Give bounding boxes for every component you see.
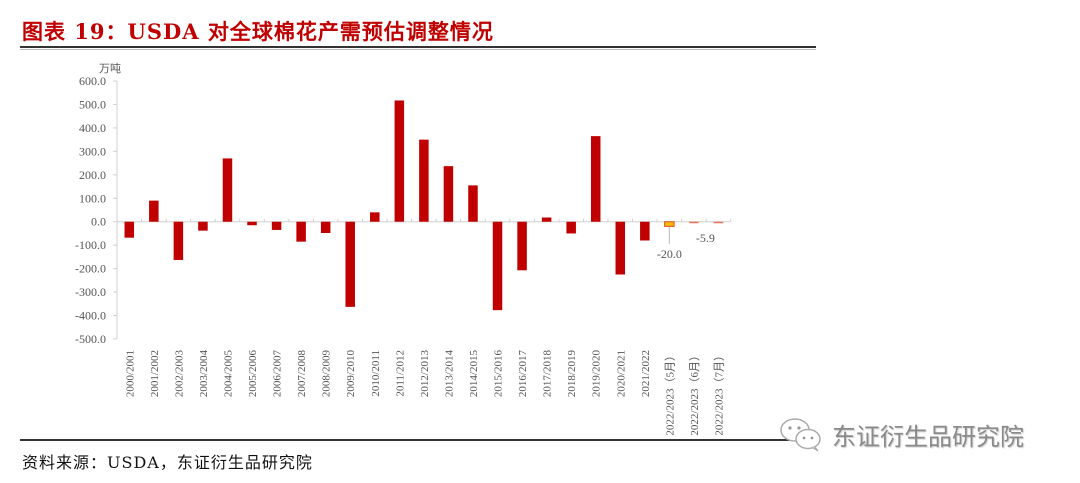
- y-tick-label: -100.0: [75, 238, 106, 252]
- bar: [345, 221, 355, 307]
- y-tick-label: 100.0: [79, 191, 106, 205]
- bottom-rule: [20, 439, 816, 441]
- x-tick-label: 2002/2003: [173, 350, 185, 398]
- bar: [541, 217, 552, 222]
- x-tick-label: 2018/2019: [566, 350, 578, 398]
- x-tick-label: 2004/2005: [222, 350, 234, 398]
- x-tick-label: 2000/2001: [124, 350, 136, 397]
- bar: [566, 221, 576, 234]
- bar: [149, 200, 159, 222]
- x-tick-label: 2005/2006: [247, 350, 259, 398]
- y-tick-label: 300.0: [79, 144, 106, 158]
- y-tick-label: -500.0: [75, 332, 106, 346]
- y-tick-label: 500.0: [79, 97, 106, 111]
- bar: [492, 221, 503, 311]
- y-tick-label: -300.0: [75, 285, 106, 299]
- x-tick-label: 2021/2022: [640, 350, 652, 397]
- bar: [173, 221, 184, 260]
- bar: [370, 212, 380, 222]
- x-tick-label: 2020/2021: [615, 350, 627, 397]
- y-tick-label: 400.0: [79, 121, 106, 135]
- bar: [247, 221, 257, 226]
- x-tick-label: 2015/2016: [493, 350, 505, 398]
- unit-label: 万吨: [99, 62, 121, 75]
- y-tick-label: -200.0: [75, 262, 106, 276]
- top-rule: [20, 46, 816, 48]
- y-tick-label: -400.0: [75, 309, 106, 323]
- top-rule-thin: [20, 49, 816, 50]
- x-tick-label: 2017/2018: [542, 350, 554, 398]
- bar: [296, 221, 306, 242]
- x-tick-label: 2013/2014: [443, 350, 455, 398]
- x-tick-label: 2022/2023（5月）: [663, 350, 676, 436]
- bar: [394, 100, 405, 222]
- y-tick-label: 600.0: [79, 74, 106, 88]
- bar: [419, 139, 429, 222]
- bar: [468, 185, 478, 222]
- bar: [124, 221, 135, 238]
- x-tick-label: 2010/2011: [370, 350, 382, 397]
- watermark-text: 东证衍生品研究院: [832, 422, 1024, 451]
- x-tick-label: 2012/2013: [419, 350, 431, 398]
- x-tick-label: 2016/2017: [517, 350, 529, 398]
- bar: [689, 221, 699, 224]
- x-tick-label: 2019/2020: [591, 350, 603, 398]
- wechat-icon: [780, 418, 821, 452]
- bar: [320, 221, 331, 233]
- data-label: -20.0: [657, 247, 682, 261]
- bar-chart: 万吨 600.0 500.0 400.0 300.0 200.0 100.0 0.0 -100.…: [75, 62, 732, 436]
- x-tick-label: 2011/2012: [394, 350, 406, 397]
- x-tick-label: 2014/2015: [468, 350, 480, 398]
- x-tick-label: 2008/2009: [321, 350, 333, 398]
- x-tick-label: 2022/2023（7月）: [712, 350, 725, 436]
- bar: [713, 221, 724, 224]
- bar: [590, 136, 601, 222]
- bar: [222, 158, 233, 222]
- bar: [517, 221, 527, 271]
- bar: [443, 166, 454, 222]
- bar: [271, 221, 282, 230]
- y-tick-label: 0.0: [91, 215, 106, 229]
- x-tick-label: 2009/2010: [345, 350, 357, 398]
- x-tick-label: 2003/2004: [198, 350, 210, 398]
- bar: [615, 221, 626, 275]
- y-tick-label: 200.0: [79, 168, 106, 182]
- x-tick-label: 2001/2002: [149, 350, 161, 397]
- x-tick-label: 2006/2007: [272, 350, 284, 398]
- bar: [664, 221, 675, 227]
- watermark: 东证衍生品研究院: [778, 415, 1024, 453]
- bar: [640, 221, 650, 241]
- source-note: 资料来源：USDA，东证衍生品研究院: [22, 453, 313, 472]
- chart-title: 图表 19：USDA 对全球棉花产需预估调整情况: [22, 19, 494, 44]
- data-label: -5.9: [696, 231, 715, 245]
- x-tick-label: 2022/2023（6月）: [688, 350, 701, 436]
- x-tick-label: 2007/2008: [296, 350, 308, 398]
- bar: [198, 221, 208, 231]
